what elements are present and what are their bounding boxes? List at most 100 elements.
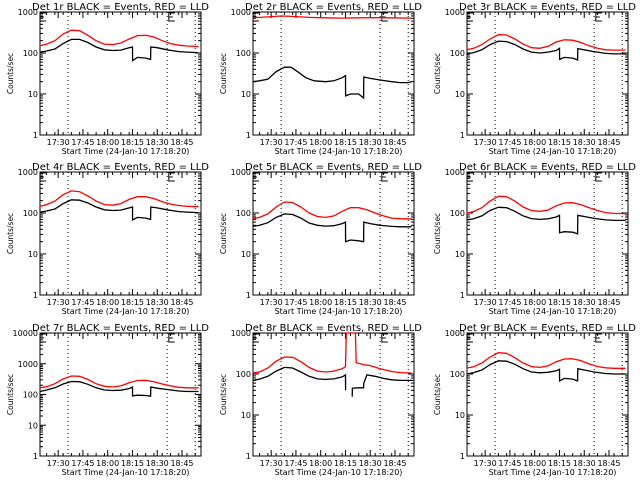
y-tick-label: 1 [246, 291, 251, 300]
y-tick-label: 10 [28, 250, 38, 259]
y-tick-label: 10 [28, 90, 38, 99]
e-marker [595, 12, 602, 22]
plot-frame [39, 332, 202, 457]
series-line-lld [252, 15, 412, 19]
e-marker [252, 172, 259, 182]
x-tick-label: 18:15 [548, 138, 571, 147]
y-axis-label: Counts/sec [219, 213, 228, 254]
series-line-events [39, 38, 199, 62]
x-tick-label: 18:15 [334, 298, 357, 307]
x-axis-label: Start Time (24-Jan-10 17:18:20) [275, 468, 403, 477]
x-tick-label: 17:30 [47, 459, 70, 468]
x-tick-label: 18:15 [548, 459, 571, 468]
x-tick-label: 18:00 [523, 459, 546, 468]
x-tick-label: 17:30 [260, 459, 283, 468]
x-tick-label: 17:45 [498, 138, 521, 147]
y-axis-label: Counts/sec [6, 213, 15, 254]
x-tick-label: 17:45 [498, 459, 521, 468]
x-tick-label: 17:45 [71, 298, 94, 307]
series-line-events [252, 366, 412, 397]
e-marker [168, 333, 175, 343]
panel-title: Det 4r BLACK = Events, RED = LLD [32, 162, 209, 173]
x-tick-label: 17:30 [474, 298, 497, 307]
y-tick-label: 1 [246, 452, 251, 461]
panel-title: Det 3r BLACK = Events, RED = LLD [459, 2, 636, 13]
x-tick-label: 18:45 [597, 138, 620, 147]
series-line-events [252, 213, 412, 243]
x-axis-label: Start Time (24-Jan-10 17:18:20) [489, 468, 617, 477]
x-tick-label: 18:45 [597, 298, 620, 307]
plot-frame [39, 11, 202, 136]
x-tick-label: 18:30 [573, 459, 596, 468]
x-tick-label: 18:15 [548, 298, 571, 307]
series-line-lld [466, 34, 626, 51]
y-tick-label: 10000 [13, 329, 38, 338]
x-tick-label: 17:45 [498, 298, 521, 307]
e-marker [39, 333, 46, 343]
y-tick-label: 10 [28, 421, 38, 430]
y-tick-label: 1000 [445, 329, 465, 338]
x-tick-label: 17:45 [284, 298, 307, 307]
panel-9: Det 9r BLACK = Events, RED = LLD 1 10 100 10… [433, 323, 636, 477]
panel-title: Det 8r BLACK = Events, RED = LLD [245, 323, 422, 334]
e-marker [39, 12, 46, 22]
x-tick-label: 18:00 [523, 138, 546, 147]
panel-6: Det 6r BLACK = Events, RED = LLD 1 10 100 10… [433, 162, 636, 316]
y-tick-label: 1 [33, 131, 38, 140]
x-axis-label: Start Time (24-Jan-10 17:18:20) [275, 147, 403, 156]
y-axis-label: Counts/sec [219, 374, 228, 415]
panel-title: Det 1r BLACK = Events, RED = LLD [32, 2, 209, 13]
y-tick-label: 100 [236, 370, 251, 379]
y-axis-label: Counts/sec [6, 53, 15, 94]
e-marker [595, 333, 602, 343]
plot-frame [466, 11, 629, 136]
panel-title: Det 5r BLACK = Events, RED = LLD [245, 162, 422, 173]
x-tick-label: 18:45 [383, 138, 406, 147]
y-tick-label: 100 [23, 209, 38, 218]
e-marker [252, 333, 259, 343]
x-tick-label: 18:00 [96, 138, 119, 147]
y-tick-label: 10 [241, 411, 251, 420]
series-line-events [39, 199, 199, 221]
y-tick-label: 1000 [231, 8, 251, 17]
y-axis-label: Counts/sec [433, 374, 442, 415]
x-tick-label: 18:45 [170, 138, 193, 147]
x-axis-label: Start Time (24-Jan-10 17:18:20) [62, 147, 190, 156]
y-tick-label: 1 [460, 131, 465, 140]
y-tick-label: 10 [455, 250, 465, 259]
x-axis-label: Start Time (24-Jan-10 17:18:20) [489, 147, 617, 156]
e-marker [381, 12, 388, 22]
e-marker [595, 172, 602, 182]
y-axis-label: Counts/sec [433, 213, 442, 254]
y-tick-label: 1 [460, 291, 465, 300]
x-axis-label: Start Time (24-Jan-10 17:18:20) [275, 307, 403, 316]
x-tick-label: 18:30 [573, 298, 596, 307]
y-tick-label: 1 [460, 452, 465, 461]
x-tick-label: 18:00 [309, 459, 332, 468]
x-tick-label: 18:00 [96, 459, 119, 468]
x-tick-label: 17:45 [71, 138, 94, 147]
series-line-events [252, 66, 412, 100]
panel-5: Det 5r BLACK = Events, RED = LLD 1 10 100 10… [219, 162, 422, 316]
y-tick-label: 100 [236, 49, 251, 58]
series-line-events [39, 380, 199, 397]
x-tick-label: 17:45 [284, 138, 307, 147]
y-tick-label: 1000 [18, 8, 38, 17]
x-tick-label: 18:00 [309, 298, 332, 307]
panel-title: Det 2r BLACK = Events, RED = LLD [245, 2, 422, 13]
plot-frame [39, 171, 202, 296]
y-tick-label: 100 [450, 209, 465, 218]
y-tick-label: 10 [455, 411, 465, 420]
y-tick-label: 100 [236, 209, 251, 218]
y-tick-label: 1 [33, 452, 38, 461]
x-tick-label: 18:30 [359, 298, 382, 307]
x-tick-label: 18:30 [146, 298, 169, 307]
x-tick-label: 17:30 [47, 138, 70, 147]
y-tick-label: 100 [23, 391, 38, 400]
e-marker [39, 172, 46, 182]
panel-3: Det 3r BLACK = Events, RED = LLD 1 10 100 10… [433, 2, 636, 156]
series-line-lld [252, 201, 412, 220]
x-tick-label: 18:30 [146, 138, 169, 147]
x-tick-label: 17:30 [474, 459, 497, 468]
